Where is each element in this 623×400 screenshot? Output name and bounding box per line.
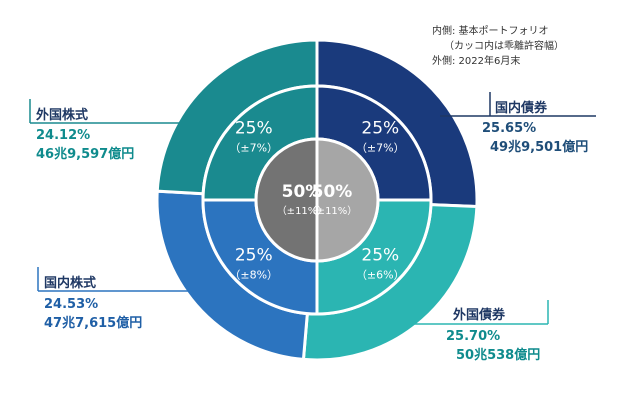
inner-slice-right <box>315 137 380 263</box>
label-foreign-bonds-name: 外国債券 <box>453 308 506 323</box>
label-foreign-stocks-percent: 24.12% <box>36 128 91 143</box>
inner-tolerance-right: （±11%） <box>307 205 358 217</box>
label-foreign-bonds-amount: 50兆538億円 <box>456 348 541 363</box>
middle-tolerance-foreign-bonds: （±6%） <box>356 268 405 281</box>
label-domestic-stocks: 国内株式 <box>44 272 96 291</box>
inner-ring <box>254 137 380 263</box>
label-foreign-bonds-percent: 25.70% <box>446 329 501 344</box>
middle-value-foreign-stocks: 25% <box>235 119 273 139</box>
inner-value-right: 50% <box>312 182 353 202</box>
inner-value-left: 50% <box>282 182 323 202</box>
chart-note: 内側: 基本ポートフォリオ （カッコ内は乖離許容幅） 外側: 2022年6月末 <box>432 24 564 69</box>
label-domestic-bonds-amount: 49兆9,501億円 <box>490 140 589 155</box>
label-foreign-stocks: 外国株式 <box>36 104 88 123</box>
label-domestic-bonds-values: 25.65% 49兆9,501億円 <box>482 121 588 155</box>
inner-slice-left <box>254 137 319 263</box>
middle-ring <box>201 84 433 316</box>
label-domestic-bonds-percent: 25.65% <box>482 121 537 136</box>
label-domestic-bonds-name: 国内債券 <box>495 101 548 116</box>
note-line-inner: 内側: 基本ポートフォリオ <box>432 26 549 37</box>
label-foreign-stocks-values: 24.12% 46兆9,597億円 <box>36 128 134 162</box>
label-domestic-stocks-values: 24.53% 47兆7,615億円 <box>44 297 142 331</box>
label-domestic-stocks-amount: 47兆7,615億円 <box>44 316 143 331</box>
label-foreign-bonds: 外国債券 <box>453 304 505 323</box>
label-domestic-stocks-name: 国内株式 <box>44 276 97 291</box>
label-foreign-stocks-name: 外国株式 <box>36 108 89 123</box>
note-line-tolerance: （カッコ内は乖離許容幅） <box>444 41 564 52</box>
label-foreign-bonds-values: 25.70% 50兆538億円 <box>446 329 540 363</box>
inner-tolerance-left: （±11%） <box>277 205 328 217</box>
middle-value-domestic-stocks: 25% <box>235 245 273 265</box>
label-domestic-stocks-percent: 24.53% <box>44 297 99 312</box>
label-domestic-bonds: 国内債券 <box>495 97 547 116</box>
ring-labels: 25% （±7%） 25% （±6%） 25% （±8%） 25% （±7%） 50% （±11%… <box>229 119 404 282</box>
middle-value-foreign-bonds: 25% <box>361 245 399 265</box>
note-line-outer: 外側: 2022年6月末 <box>432 56 521 67</box>
middle-tolerance-domestic-bonds: （±7%） <box>356 142 405 155</box>
middle-tolerance-foreign-stocks: （±7%） <box>229 142 278 155</box>
leader-lines <box>29 92 596 325</box>
middle-tolerance-domestic-stocks: （±8%） <box>229 268 278 281</box>
middle-value-domestic-bonds: 25% <box>361 119 399 139</box>
label-foreign-stocks-amount: 46兆9,597億円 <box>36 147 135 162</box>
